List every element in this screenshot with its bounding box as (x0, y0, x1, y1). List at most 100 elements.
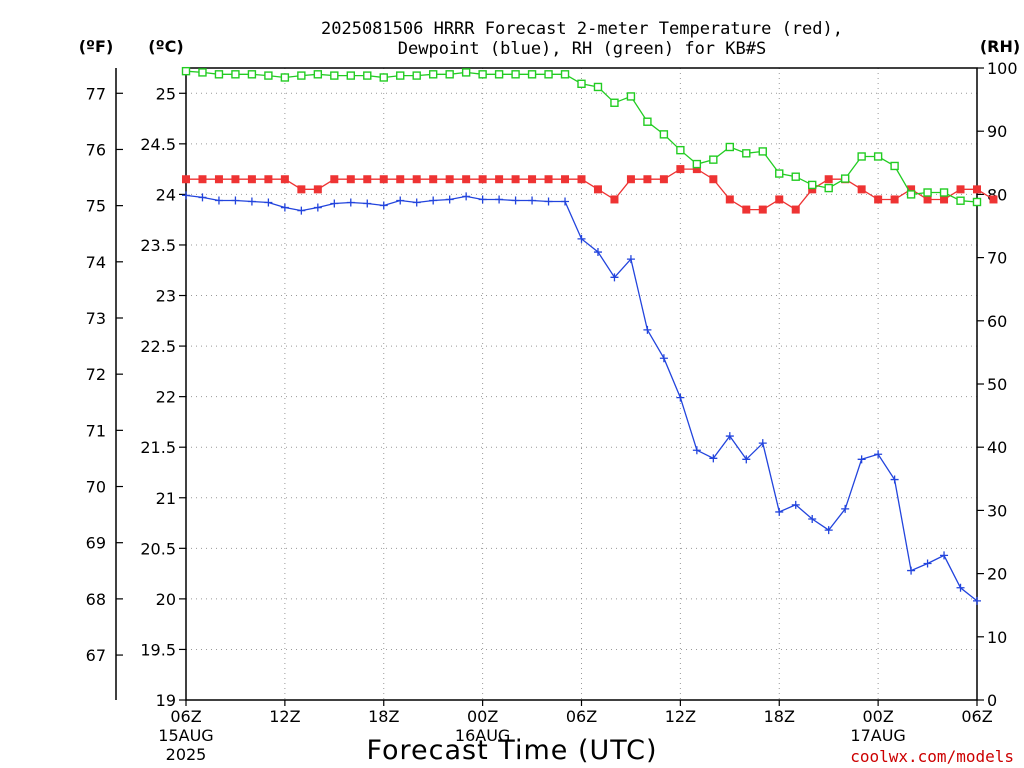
fahrenheit-tick-label: 73 (86, 309, 106, 328)
x-tick-label: 18Z (368, 707, 399, 726)
celsius-tick-label: 25 (156, 84, 176, 103)
temperature-point (940, 195, 949, 204)
x-tick-label: 00Z (467, 707, 498, 726)
dewpoint-point (396, 196, 405, 205)
temperature-point (445, 175, 454, 184)
rh-point (297, 71, 306, 80)
temperature-point (495, 175, 504, 184)
x-tick-label: 18Z (764, 707, 795, 726)
rh-point (346, 71, 355, 80)
x-tick-date-label: 15AUG (158, 726, 213, 745)
temperature-point (692, 165, 701, 174)
dewpoint-point (742, 455, 751, 464)
celsius-tick-label: 20.5 (140, 539, 176, 558)
dewpoint-point (676, 393, 685, 402)
x-tick-date-label: 17AUG (850, 726, 905, 745)
dewpoint-point (511, 196, 520, 205)
temperature-point (956, 185, 965, 194)
rh-point (676, 145, 685, 155)
chart-title-line2: Dewpoint (blue), RH (green) for KB#S (398, 39, 766, 59)
dewpoint-point (462, 192, 471, 201)
rh-tick-label: 70 (987, 249, 1007, 268)
dewpoint-point (198, 193, 207, 202)
dewpoint-point (577, 234, 586, 243)
rh-point (511, 70, 520, 79)
temperature-point (791, 205, 800, 214)
fahrenheit-unit-label: (ºF) (79, 37, 114, 56)
data-series (181, 66, 998, 605)
rh-point (264, 71, 273, 80)
temperature-point (198, 175, 207, 184)
rh-point (379, 73, 388, 82)
temperature-point (478, 175, 487, 184)
temperature-point (363, 175, 372, 184)
dewpoint-point (610, 273, 619, 282)
temperature-line (186, 168, 994, 211)
rh-point (659, 130, 669, 139)
temperature-point (857, 185, 866, 194)
dewpoint-point (923, 559, 932, 568)
rh-point (544, 70, 553, 79)
dewpoint-point (478, 195, 487, 204)
dewpoint-point (709, 454, 718, 463)
celsius-tick-label: 21 (156, 489, 176, 508)
dewpoint-point (379, 201, 388, 210)
temperature-point (429, 175, 438, 184)
x-tick-label: 06Z (566, 707, 597, 726)
rh-point (610, 98, 619, 107)
dewpoint-point (890, 475, 899, 484)
dewpoint-point (758, 439, 767, 448)
dewpoint-point (626, 255, 635, 264)
celsius-tick-label: 19 (156, 691, 176, 710)
rh-point (494, 70, 504, 79)
rh-point (956, 196, 965, 205)
x-tick-label: 06Z (170, 707, 201, 726)
x-tick-label: 12Z (269, 707, 300, 726)
dewpoint-point (808, 514, 817, 523)
dewpoint-point (824, 526, 833, 535)
dewpoint-point (231, 196, 240, 205)
dewpoint-point (182, 191, 190, 200)
rh-tick-label: 50 (987, 375, 1007, 394)
dewpoint-point (725, 432, 734, 441)
fahrenheit-tick-label: 75 (86, 197, 106, 216)
celsius-tick-label: 22 (156, 388, 176, 407)
temperature-point (412, 175, 421, 184)
chart-title-line1: 2025081506 HRRR Forecast 2-meter Tempera… (321, 19, 843, 39)
rh-point (527, 70, 537, 79)
dewpoint-point (973, 596, 981, 605)
rh-point (791, 172, 800, 181)
temperature-point (379, 175, 388, 184)
rh-point (198, 68, 207, 77)
fahrenheit-tick-label: 67 (86, 646, 106, 665)
celsius-tick-label: 23 (156, 287, 176, 306)
rh-tick-label: 0 (987, 691, 997, 710)
rh-unit-label: (RH) (980, 37, 1020, 56)
temperature-point (247, 175, 256, 184)
rh-point (363, 71, 372, 80)
temperature-point (676, 165, 685, 174)
fahrenheit-tick-label: 69 (86, 534, 106, 553)
celsius-tick-label: 21.5 (140, 438, 176, 457)
celsius-tick-label: 24 (156, 185, 176, 204)
temperature-point (725, 195, 734, 204)
temperature-point (874, 195, 883, 204)
temperature-point (907, 185, 916, 194)
rh-point (280, 73, 290, 82)
celsius-tick-label: 19.5 (140, 640, 176, 659)
dewpoint-point (280, 203, 289, 212)
rh-point (478, 70, 487, 79)
rh-point (857, 152, 866, 161)
rh-point (461, 68, 471, 77)
rh-point (725, 142, 735, 152)
dewpoint-point (907, 566, 916, 575)
rh-tick-label: 40 (987, 438, 1007, 457)
fahrenheit-tick-label: 72 (86, 365, 106, 384)
temperature-point (511, 175, 520, 184)
rh-point (758, 147, 767, 156)
temperature-point (577, 175, 586, 184)
rh-point (692, 159, 702, 169)
rh-point (890, 161, 899, 171)
rh-point (808, 180, 817, 190)
dewpoint-point (412, 198, 421, 207)
